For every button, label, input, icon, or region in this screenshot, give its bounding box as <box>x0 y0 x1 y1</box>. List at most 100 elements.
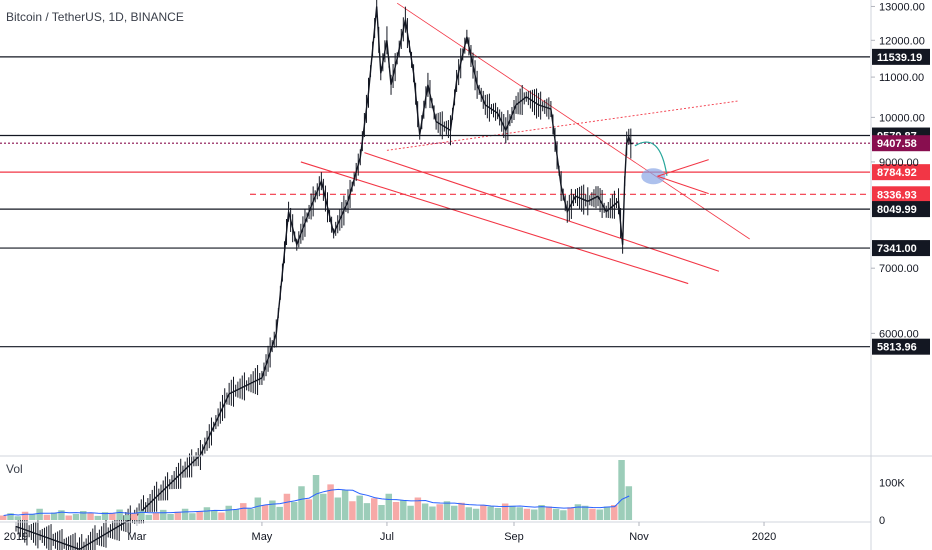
volume-bar <box>436 504 443 520</box>
level-tag <box>872 135 930 152</box>
volume-bar <box>210 510 218 520</box>
volume-bar <box>596 509 603 520</box>
level-tag-label: 8049.99 <box>877 204 917 216</box>
volume-bar <box>145 514 152 520</box>
volume-bar <box>538 505 545 520</box>
y-tick-label: 11000.00 <box>879 72 924 84</box>
volume-bar <box>349 501 356 520</box>
target-ellipse <box>641 168 666 185</box>
volume-bar <box>363 503 371 520</box>
volume-bar <box>43 514 51 520</box>
volume-bar <box>80 511 87 520</box>
volume-bar <box>50 512 58 520</box>
volume-bar <box>7 513 14 520</box>
level-tag-label: 11539.19 <box>877 52 922 64</box>
bull-arrow <box>657 159 709 177</box>
volume-bar <box>407 505 414 520</box>
volume-bar <box>94 515 102 520</box>
y-tick-label: 7000.00 <box>879 263 919 275</box>
x-tick-label: Mar <box>127 531 146 543</box>
volume-bar <box>225 505 232 520</box>
volume-bar <box>21 511 29 520</box>
volume-bar <box>356 495 363 520</box>
volume-bar <box>232 509 240 520</box>
volume-bar <box>581 505 589 520</box>
volume-bar <box>36 508 43 520</box>
volume-bar <box>458 502 465 520</box>
volume-bar <box>14 516 22 520</box>
level-tag <box>872 201 930 218</box>
volume-tick-label: 100K <box>879 478 905 490</box>
volume-bar <box>487 506 494 520</box>
volume-bar <box>560 510 567 520</box>
volume-bar <box>589 508 596 520</box>
volume-bar <box>385 493 393 520</box>
volume-bar <box>312 475 320 520</box>
volume-bar <box>189 513 196 520</box>
volume-bar <box>167 514 174 520</box>
level-tag <box>872 48 930 65</box>
volume-tick-label: 0 <box>879 515 885 527</box>
volume-bar <box>494 508 502 520</box>
volume-ma-line <box>3 488 630 516</box>
volume-bar <box>152 512 160 520</box>
volume-bar <box>392 502 400 520</box>
volume-label: Vol <box>6 462 23 476</box>
y-tick-label: 13000.00 <box>879 1 925 13</box>
bear-arrow <box>657 175 709 195</box>
x-tick-label: 2019 <box>4 531 28 543</box>
volume-bar <box>203 507 211 520</box>
volume-bar <box>378 505 385 520</box>
volume-bar <box>611 505 618 520</box>
level-tag-label: 9407.58 <box>877 138 917 150</box>
volume-bar <box>65 515 72 520</box>
volume-bar <box>72 514 80 520</box>
green-arrow-path <box>634 141 668 176</box>
volume-bar <box>545 506 553 520</box>
volume-bar <box>574 504 582 520</box>
volume-bar <box>421 503 429 520</box>
chart-title: Bitcoin / TetherUS, 1D, BINANCE <box>6 10 184 24</box>
y-tick-label: 10000.00 <box>879 112 925 124</box>
level-tag-label: 5813.96 <box>877 342 917 354</box>
volume-bar <box>240 503 247 520</box>
volume-bar <box>247 508 254 520</box>
volume-bar <box>101 512 109 520</box>
volume-bar <box>625 486 633 520</box>
trendline <box>396 2 750 240</box>
volume-bar <box>429 506 436 520</box>
volume-bar <box>603 506 611 520</box>
volume-bar <box>370 498 378 520</box>
trendline <box>300 161 689 285</box>
x-tick-label: Jul <box>380 531 394 543</box>
volume-bar <box>254 497 262 520</box>
volume-bar <box>116 509 123 520</box>
volume-bar <box>283 493 291 520</box>
volume-bar <box>276 506 283 520</box>
volume-bar <box>298 486 305 520</box>
y-tick-label: 9000.00 <box>879 157 919 169</box>
volume-bar <box>290 502 298 520</box>
volume-bar <box>531 509 538 520</box>
volume-bar <box>130 513 138 520</box>
volume-bar <box>261 505 269 520</box>
volume-bar <box>181 508 189 520</box>
level-tag-label: 7341.00 <box>877 243 917 255</box>
volume-bar <box>567 507 574 520</box>
volume-bar <box>0 515 7 520</box>
volume-bar <box>196 511 203 520</box>
trendline <box>386 100 740 151</box>
volume-bar <box>414 497 422 520</box>
volume-bar <box>123 515 131 520</box>
volume-bar <box>552 508 560 520</box>
x-tick-label: May <box>252 531 273 543</box>
volume-bar <box>509 505 516 520</box>
volume-bar <box>400 500 407 520</box>
x-tick-label: Sep <box>504 531 524 543</box>
y-tick-label: 6000.00 <box>879 328 919 340</box>
volume-bar <box>618 460 625 520</box>
volume-bar <box>138 510 145 520</box>
volume-bar <box>451 505 458 520</box>
x-tick-label: 2020 <box>752 531 776 543</box>
